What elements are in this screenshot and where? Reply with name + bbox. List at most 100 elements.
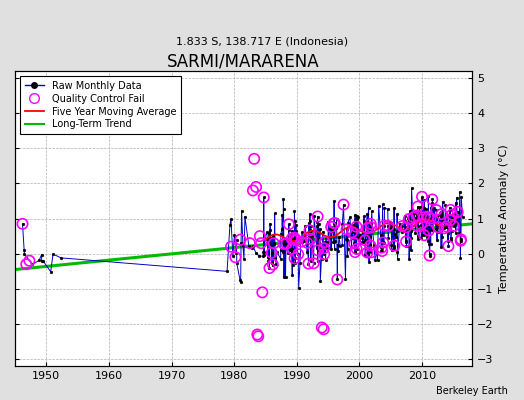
Point (231, 254, 239, 260)
Point (363, 249, 372, 256)
Point (279, 241, 288, 247)
Point (379, 239, 387, 246)
Point (413, 223, 422, 229)
Point (291, 236, 300, 243)
Point (434, 224, 442, 230)
Point (447, 212, 456, 218)
Point (413, 204, 422, 210)
Point (290, 234, 299, 241)
Point (456, 238, 465, 244)
Point (18, 221, 27, 227)
Point (367, 221, 375, 227)
Point (268, 250, 276, 256)
Point (363, 225, 372, 231)
Point (424, 214, 432, 220)
Point (270, 240, 278, 246)
Point (250, 156, 258, 162)
Point (457, 236, 465, 243)
Point (288, 236, 296, 242)
Title: SARMI/MARARENA: SARMI/MARARENA (167, 53, 320, 71)
Point (294, 251, 302, 258)
Point (402, 224, 410, 230)
Point (367, 249, 375, 256)
Point (246, 240, 254, 246)
Point (440, 225, 449, 232)
Point (304, 260, 313, 267)
Text: 1.833 S, 138.717 E (Indonesia): 1.833 S, 138.717 E (Indonesia) (176, 36, 348, 46)
Point (227, 244, 235, 250)
Point (426, 215, 434, 222)
Point (303, 240, 311, 246)
Point (417, 221, 425, 228)
Point (405, 216, 413, 222)
Point (384, 223, 392, 229)
Point (453, 209, 462, 215)
Point (425, 252, 434, 259)
Point (438, 211, 446, 217)
Point (428, 196, 436, 203)
Point (420, 232, 429, 238)
Point (288, 246, 296, 252)
Text: Berkeley Earth: Berkeley Earth (436, 386, 508, 396)
Point (444, 243, 453, 249)
Point (25, 258, 34, 264)
Point (318, 324, 326, 331)
Point (352, 224, 361, 230)
Point (285, 221, 293, 228)
Point (424, 227, 433, 234)
Point (377, 244, 386, 251)
Point (265, 265, 274, 271)
Point (402, 238, 410, 245)
Point (409, 214, 418, 220)
Point (258, 289, 267, 296)
Point (257, 240, 265, 246)
Point (331, 220, 339, 226)
Point (253, 331, 261, 338)
Point (320, 326, 328, 332)
Point (22, 261, 30, 268)
Point (297, 238, 305, 245)
Point (333, 276, 342, 283)
Point (256, 233, 264, 239)
Point (290, 255, 299, 262)
Point (313, 213, 322, 220)
Point (367, 224, 375, 230)
Point (380, 222, 389, 229)
Point (292, 237, 300, 244)
Point (320, 245, 328, 252)
Point (254, 333, 263, 340)
Point (252, 184, 260, 190)
Point (330, 220, 338, 226)
Point (413, 212, 421, 219)
Point (378, 248, 386, 254)
Point (351, 249, 359, 255)
Point (249, 187, 257, 194)
Point (282, 240, 291, 247)
Point (305, 227, 314, 234)
Point (420, 214, 429, 220)
Point (390, 242, 399, 249)
Point (259, 194, 268, 201)
Point (269, 261, 277, 268)
Point (350, 240, 358, 246)
Point (342, 226, 351, 233)
Point (327, 224, 335, 230)
Point (236, 236, 245, 243)
Point (450, 223, 458, 229)
Point (432, 207, 441, 213)
Point (442, 223, 451, 230)
Point (353, 246, 361, 252)
Y-axis label: Temperature Anomaly (°C): Temperature Anomaly (°C) (499, 144, 509, 293)
Point (313, 247, 322, 254)
Point (446, 217, 454, 224)
Point (320, 251, 329, 258)
Point (418, 194, 426, 200)
Point (310, 260, 318, 266)
Point (348, 229, 356, 236)
Legend: Raw Monthly Data, Quality Control Fail, Five Year Moving Average, Long-Term Tren: Raw Monthly Data, Quality Control Fail, … (20, 76, 181, 134)
Point (361, 237, 369, 244)
Point (398, 223, 407, 229)
Point (340, 201, 348, 208)
Point (366, 242, 375, 249)
Point (320, 239, 329, 245)
